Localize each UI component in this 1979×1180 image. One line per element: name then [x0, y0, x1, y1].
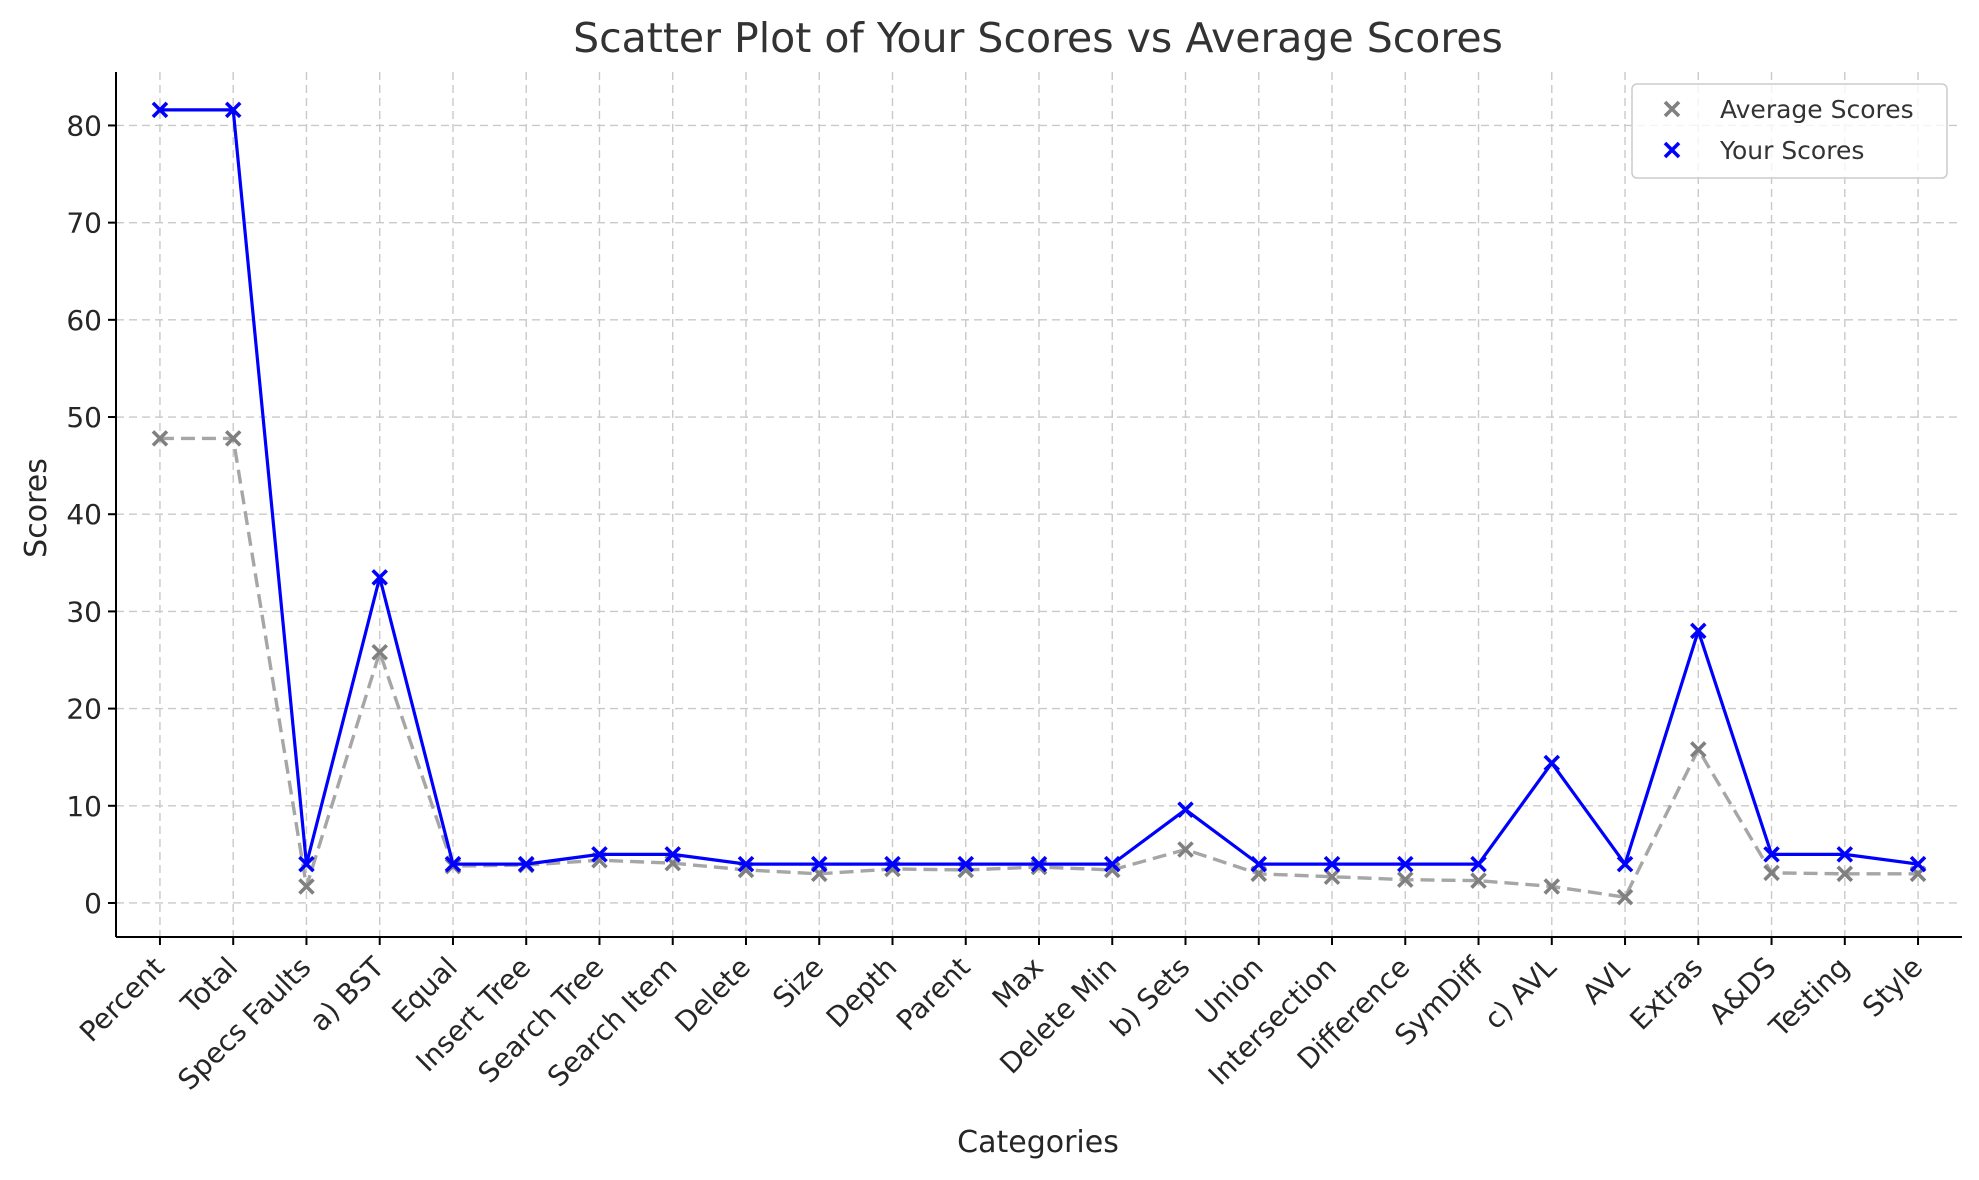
data-point-your-scores: [1177, 801, 1194, 818]
y-tick-label: 70: [66, 207, 102, 240]
data-point-average-scores: [1323, 868, 1341, 886]
y-tick-label: 20: [66, 693, 102, 726]
data-point-your-scores: [1543, 754, 1561, 772]
x-tick-label: a) BST: [303, 950, 391, 1038]
x-tick-label: Style: [1856, 951, 1929, 1024]
y-tick-label: 10: [66, 790, 102, 823]
legend-marker-average-scores: [1663, 100, 1681, 118]
x-tick-label: Parent: [890, 951, 977, 1038]
data-point-your-scores: [591, 846, 608, 863]
data-point-your-scores: [810, 855, 828, 873]
x-axis-label: Categories: [957, 1125, 1119, 1160]
x-tick-label: c) AVL: [1478, 950, 1563, 1035]
data-point-average-scores: [371, 643, 388, 661]
data-point-your-scores: [298, 855, 315, 873]
x-tick-label: Delete: [669, 951, 757, 1039]
data-point-your-scores: [1470, 855, 1487, 873]
data-point-average-scores: [224, 430, 242, 447]
data-point-average-scores: [1836, 865, 1854, 883]
legend-label-average-scores: Average Scores: [1720, 95, 1914, 124]
data-point-average-scores: [1543, 878, 1561, 895]
x-tick-label: Testing: [1762, 951, 1856, 1045]
data-point-your-scores: [517, 855, 535, 873]
data-point-your-scores: [884, 855, 901, 873]
data-point-your-scores: [1323, 855, 1341, 873]
x-tick-label: Percent: [73, 951, 171, 1049]
data-point-your-scores: [1763, 846, 1780, 863]
data-point-your-scores: [1030, 855, 1048, 873]
legend-marker-your-scores: [1663, 141, 1681, 159]
data-point-average-scores: [1177, 841, 1194, 858]
data-point-your-scores: [444, 855, 462, 873]
y-axis-ticks: 0 10 20 30 40 50 60 70 80: [66, 109, 116, 920]
data-point-average-scores: [1616, 888, 1634, 906]
data-point-average-scores: [1690, 741, 1707, 758]
legend-box: [1631, 83, 1948, 179]
legend: Average Scores Your Scores: [1631, 83, 1948, 179]
chart-title: Scatter Plot of Your Scores vs Average S…: [573, 14, 1503, 62]
x-tick-label: Size: [766, 951, 830, 1015]
data-point-your-scores: [371, 569, 388, 586]
x-tick-label: AVL: [1576, 950, 1636, 1010]
data-point-average-scores: [1470, 872, 1487, 889]
y-tick-label: 80: [66, 109, 102, 142]
data-point-your-scores: [224, 101, 242, 119]
y-tick-label: 60: [66, 304, 102, 337]
data-point-your-scores: [1690, 622, 1707, 640]
y-tick-label: 40: [66, 498, 102, 531]
data-point-your-scores: [1616, 855, 1634, 873]
grid: [116, 72, 1962, 937]
x-tick-label: Specs Faults: [171, 951, 317, 1097]
x-tick-label: Depth: [820, 951, 904, 1035]
data-point-average-scores: [298, 878, 315, 895]
data-point-your-scores: [664, 846, 682, 863]
y-tick-label: 30: [66, 595, 102, 628]
data-point-your-scores: [1103, 855, 1121, 873]
series-layer: [151, 101, 1927, 906]
data-point-your-scores: [1250, 855, 1268, 873]
data-point-average-scores: [1763, 864, 1780, 882]
x-tick-label: b) Sets: [1104, 951, 1197, 1044]
data-point-your-scores: [151, 101, 169, 119]
y-tick-label: 50: [66, 401, 102, 434]
x-tick-label: Max: [986, 951, 1050, 1015]
data-point-your-scores: [1909, 855, 1927, 873]
data-point-your-scores: [1396, 855, 1414, 873]
x-tick-label: Extras: [1623, 951, 1709, 1037]
data-point-average-scores: [1396, 871, 1414, 888]
data-point-average-scores: [1030, 858, 1048, 876]
y-axis-label: Scores: [19, 458, 54, 558]
data-point-your-scores: [957, 855, 975, 873]
data-point-your-scores: [737, 855, 755, 873]
data-point-average-scores: [151, 430, 169, 447]
data-point-your-scores: [1836, 846, 1854, 863]
legend-label-your-scores: Your Scores: [1719, 136, 1864, 165]
y-tick-label: 0: [84, 887, 102, 920]
